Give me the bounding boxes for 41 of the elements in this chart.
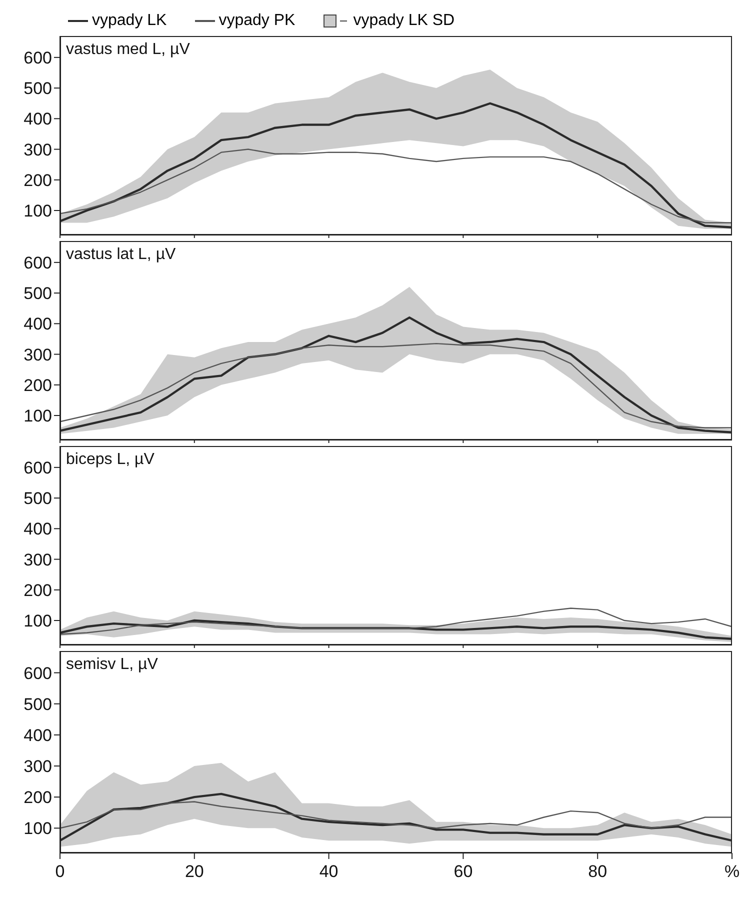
y-tick-label: 100	[24, 612, 52, 631]
y-tick-label: 500	[24, 284, 52, 304]
x-tick-label: %	[724, 862, 740, 881]
x-tick-label: 40	[319, 862, 338, 881]
y-tick-label: 300	[24, 140, 52, 160]
y-tick-label: 400	[24, 110, 52, 129]
y-tick-label: 500	[24, 79, 52, 98]
x-tick-label: 80	[588, 862, 608, 881]
line-series	[60, 801, 732, 829]
y-tick-label: 400	[24, 520, 52, 539]
line-series	[60, 148, 732, 224]
x-tick-label: 0	[55, 862, 65, 881]
y-tick-label: 300	[24, 345, 52, 364]
chart-title: vastus med L, µV	[66, 41, 190, 58]
y-tick-label: 200	[24, 170, 52, 190]
x-tick-label: 60	[454, 862, 473, 881]
y-tick-label: 400	[24, 314, 52, 334]
y-tick-label: 600	[24, 458, 52, 478]
y-tick-label: 500	[24, 489, 52, 508]
y-tick-label: 200	[24, 376, 52, 395]
legend-label: vypady PK	[218, 12, 296, 30]
y-tick-label: 300	[24, 757, 52, 776]
y-tick-label: 600	[24, 664, 52, 683]
y-tick-label: 300	[24, 550, 52, 570]
text: vypady LK SD	[353, 12, 455, 30]
y-tick-label: 200	[24, 580, 52, 600]
y-tick-label: 500	[24, 694, 52, 714]
chart-title: vastus lat L, µV	[66, 246, 176, 263]
line-series	[60, 342, 732, 428]
legend-label: vypady LK	[92, 12, 167, 30]
x-tick-label: 20	[184, 862, 204, 881]
y-tick-label: 100	[24, 819, 52, 838]
chart-title: biceps L, µV	[66, 451, 155, 468]
y-tick-label: 100	[24, 202, 52, 221]
y-tick-label: 200	[24, 788, 52, 808]
y-tick-label: 100	[24, 406, 52, 426]
y-tick-label: 400	[24, 726, 52, 745]
line-series	[60, 608, 732, 635]
y-tick-label: 600	[24, 48, 52, 68]
y-tick-label: 600	[24, 253, 52, 272]
chart-title: semisv L, µV	[66, 656, 158, 673]
